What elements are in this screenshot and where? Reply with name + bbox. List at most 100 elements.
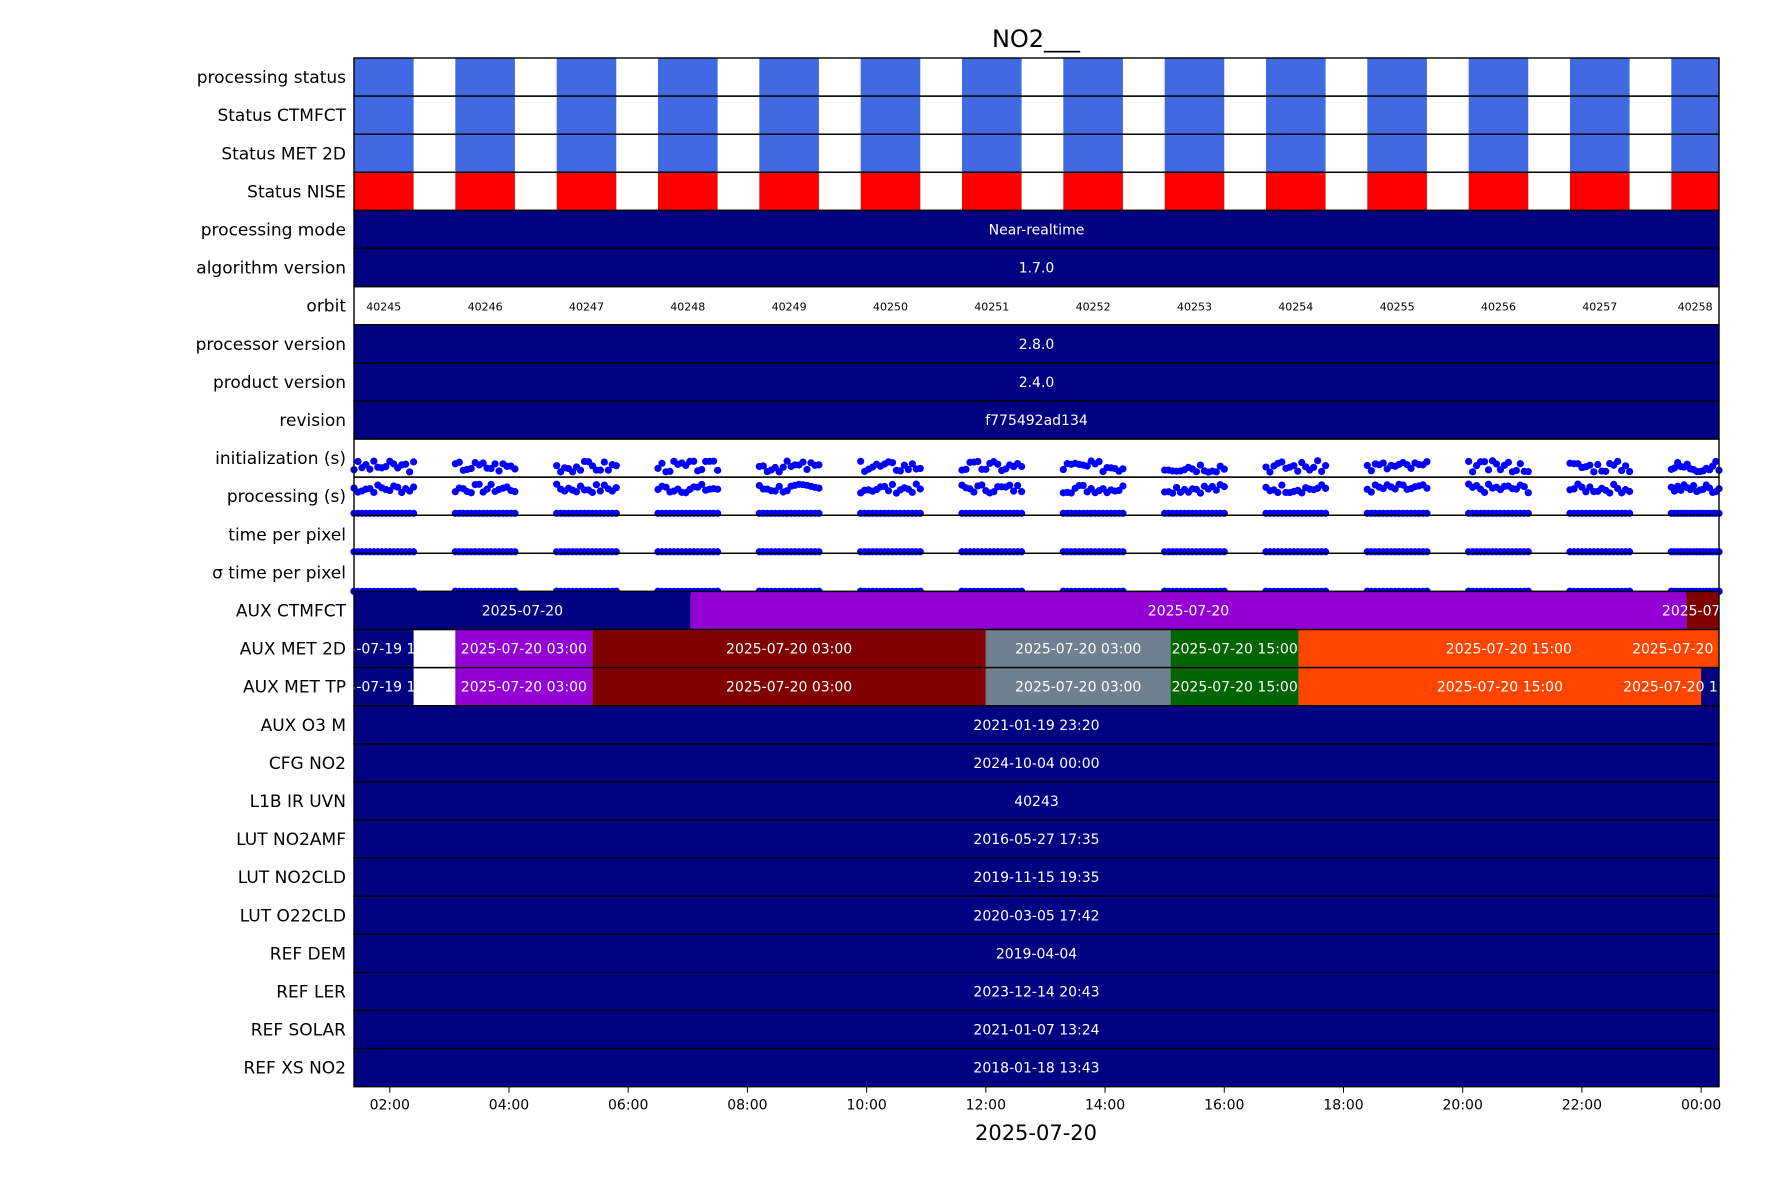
row-label: revision: [279, 411, 346, 431]
scatter-point: [382, 463, 390, 471]
scatter-point: [1590, 468, 1598, 476]
granule-bar: [1671, 96, 1719, 135]
band-label: 2018-01-18 13:43: [973, 1061, 1099, 1077]
band-bar: [1298, 667, 1702, 706]
scatter-point: [690, 457, 698, 465]
band-bar: [985, 667, 1171, 706]
row-label: CFG NO2: [269, 754, 346, 774]
scatter-point: [1220, 548, 1228, 556]
scatter-point: [511, 548, 519, 556]
row-label: algorithm version: [196, 259, 346, 279]
granule-bar: [1671, 58, 1719, 97]
x-tick-label: 04:00: [489, 1098, 529, 1114]
scatter-point: [1689, 481, 1698, 490]
granule-bar: [961, 134, 1022, 173]
scatter-point: [714, 466, 722, 474]
scatter-point: [1677, 486, 1685, 494]
row-label: processor version: [196, 335, 346, 355]
scatter-point: [1570, 485, 1578, 493]
scatter-point: [370, 488, 378, 497]
band-bar: [592, 667, 986, 706]
row-orbit: orbit 40245 40246 40247 40248 40249 40250 40251…: [306, 285, 1720, 326]
scatter-point: [1594, 460, 1602, 469]
scatter-point: [410, 458, 418, 466]
granule-bar: [759, 172, 819, 211]
scatter-point: [1266, 468, 1274, 476]
band-bar: [354, 210, 1719, 249]
scatter-point: [908, 460, 916, 468]
band-label: 2.4.0: [1019, 375, 1055, 391]
row-label: initialization (s): [215, 449, 346, 469]
granule-bar: [1671, 134, 1719, 173]
granule-bar: [759, 58, 819, 97]
row-label: REF SOLAR: [251, 1021, 346, 1041]
scatter-point: [410, 548, 418, 556]
band-bar: [354, 248, 1719, 287]
band-bar: [354, 705, 1719, 744]
row-label: processing mode: [201, 220, 346, 240]
orbit-label: 40246: [468, 301, 503, 314]
scatter-point: [1298, 489, 1306, 497]
band-label: 2019-11-15 19:35: [973, 870, 1099, 886]
scatter-point: [572, 488, 581, 496]
granule-bar: [455, 58, 515, 97]
granule-bar: [1063, 172, 1123, 211]
scatter-point: [896, 467, 904, 475]
row-body: 40245 40246 40247 40248 40249 40250 40251 40252…: [366, 301, 1712, 314]
scatter-point: [1321, 462, 1330, 470]
scatter-point: [962, 465, 970, 473]
scatter-point: [1520, 482, 1528, 491]
scatter-point: [658, 459, 666, 467]
chart-title: NO2___: [992, 25, 1081, 53]
granule-bar: [657, 134, 718, 173]
row-label: REF LER: [276, 982, 346, 1002]
orbit-label: 40245: [366, 301, 401, 314]
row-processor-version: processor version 2.8.0: [196, 324, 1720, 364]
granule-bar: [1164, 134, 1225, 173]
scatter-point: [1670, 464, 1679, 472]
row-label: product version: [213, 373, 346, 393]
scatter-point: [1119, 465, 1127, 473]
band-label: 2025-07-20 03:00: [461, 680, 587, 696]
row-label: AUX CTMFCT: [236, 601, 347, 621]
scatter-point: [912, 480, 920, 488]
scatter-point: [714, 485, 722, 493]
scatter-point: [884, 487, 893, 495]
scatter-point: [1318, 467, 1326, 476]
scatter-point: [479, 459, 487, 467]
scatter-point: [402, 460, 410, 468]
granule-bar: [1367, 58, 1427, 97]
scatter-point: [759, 462, 767, 470]
band-bar: [354, 629, 414, 668]
x-tick-label: 00:00: [1681, 1098, 1721, 1114]
scatter-point: [1492, 460, 1501, 468]
band-label: 2025-07-20 15:00: [1632, 642, 1758, 658]
orbit-label: 40257: [1582, 301, 1617, 314]
granule-bar: [961, 172, 1022, 211]
band-bar: [354, 972, 1719, 1011]
row-revision: revision f775492ad134: [279, 400, 1720, 440]
band-label: 2025-07-20 03:00: [1015, 680, 1141, 696]
band-label: f775492ad134: [985, 413, 1088, 429]
band-label: 2023-12-14 20:43: [973, 984, 1099, 1000]
row-lut-no2amf: LUT NO2AMF 2016-05-27 17:35: [236, 819, 1720, 859]
granule-bar: [354, 172, 414, 211]
scatter-point: [406, 468, 414, 476]
band-bar: [1671, 667, 1702, 706]
row-body: [354, 172, 1719, 211]
row-label: Status MET 2D: [221, 144, 346, 164]
x-tick-label: 16:00: [1204, 1098, 1244, 1114]
scatter-point: [467, 464, 475, 473]
x-tick-label: 14:00: [1085, 1098, 1125, 1114]
scatter-point: [857, 457, 865, 465]
scatter-point: [1119, 548, 1127, 556]
row-status-met-2d: Status MET 2D: [221, 133, 1720, 173]
granule-bar: [1468, 172, 1529, 211]
row-label: processing status: [197, 68, 346, 88]
scatter-point: [588, 488, 597, 497]
timeline-rows: processing status Status CTMFCT Status MET…: [196, 57, 1758, 1088]
row-body: [354, 58, 1719, 97]
orbit-label: 40256: [1481, 301, 1516, 314]
scatter-point: [1625, 548, 1634, 556]
